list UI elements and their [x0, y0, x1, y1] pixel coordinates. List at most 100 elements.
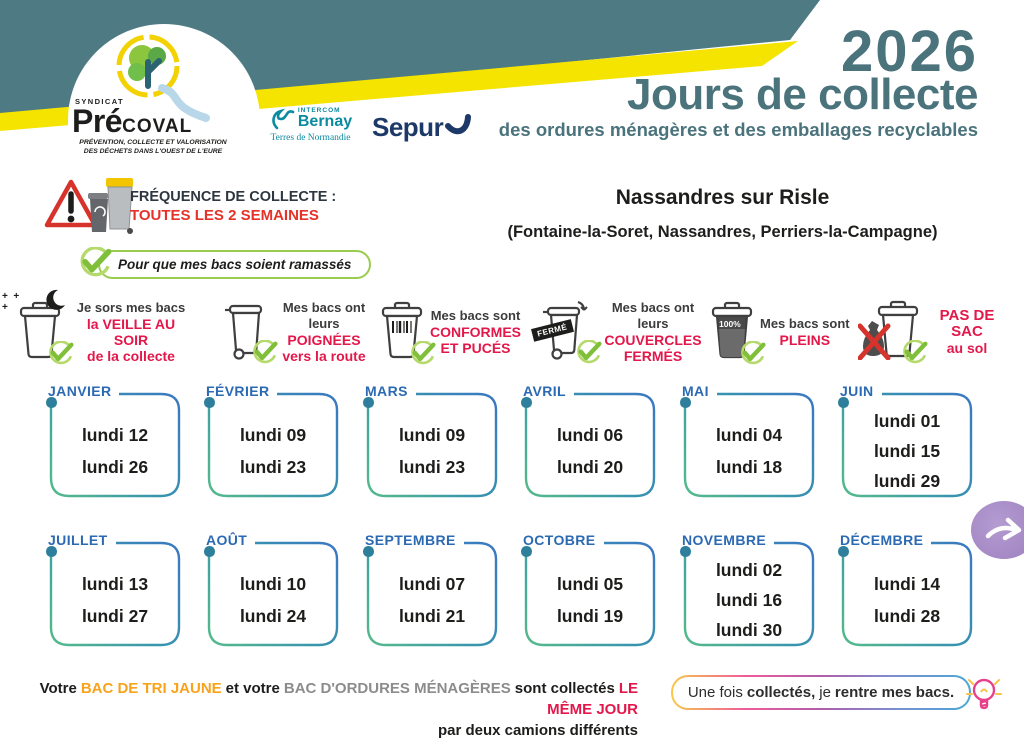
next-page-arrow-button[interactable]	[971, 501, 1024, 559]
month-card-octobre: OCTOBRE lundi 05 lundi 19	[520, 530, 660, 654]
month-name: JUIN	[840, 383, 882, 399]
collection-date: lundi 07	[398, 573, 466, 594]
corner-dot	[838, 397, 849, 408]
collection-date: lundi 04	[715, 424, 783, 445]
month-name: MARS	[365, 383, 416, 399]
collection-date: lundi 24	[239, 605, 307, 626]
month-name: JUILLET	[48, 532, 116, 548]
tip-closed: FERMÉ Mes bacs ont leurs COUVERCLES FERM…	[531, 292, 710, 372]
bin-handle-icon	[222, 300, 278, 365]
collection-date: lundi 30	[715, 619, 783, 640]
corner-dot	[838, 546, 849, 557]
night-bin-icon: + + +	[2, 289, 74, 364]
collection-date: lundi 28	[873, 605, 941, 626]
precoval-wordmark: Précoval	[72, 103, 192, 140]
reminder-pill: Pour que mes bacs soient ramassés	[80, 247, 372, 279]
yellow-bin-label: BAC DE TRI JAUNE	[80, 680, 222, 697]
lightbulb-icon	[966, 678, 1002, 710]
bernay-glyph-icon	[272, 108, 295, 130]
month-card-avril: AVRIL lundi 06 lundi 20	[520, 381, 660, 505]
sepur-logo: Sepur	[372, 112, 472, 143]
brand-rest: coval	[122, 108, 193, 138]
month-card-janvier: JANVIER lundi 12 lundi 26	[45, 381, 185, 505]
month-card-septembre: SEPTEMBRE lundi 07 lundi 21	[362, 530, 502, 654]
household-bin-label: BAC D'ORDURES MÉNAGÈRES	[283, 680, 511, 697]
collection-date: lundi 15	[873, 440, 941, 461]
collection-date: lundi 16	[715, 589, 783, 610]
corner-dot	[521, 546, 532, 557]
tip-night: + + + Je sors mes bacs la VEILLE AU SOIR …	[2, 289, 194, 372]
tip-no-bag: PAS DE SAC au sol	[857, 292, 1008, 372]
collection-date: lundi 01	[873, 410, 941, 431]
collection-date: lundi 19	[556, 605, 624, 626]
syndicat-label: SYNDICAT	[75, 97, 124, 106]
collection-date: lundi 23	[398, 456, 466, 477]
collection-date: lundi 18	[715, 456, 783, 477]
collection-date: lundi 21	[398, 605, 466, 626]
collection-date: lundi 14	[873, 573, 941, 594]
collection-date: lundi 27	[81, 605, 149, 626]
bin-lid-closed-icon: FERMÉ	[531, 300, 602, 365]
reminder-text: Pour que mes bacs soient ramassés	[118, 257, 352, 272]
collection-date: lundi 09	[239, 424, 307, 445]
collection-date: lundi 20	[556, 456, 624, 477]
year-title: 2026	[840, 19, 978, 84]
corner-dot	[46, 546, 57, 557]
month-card-juin: JUIN lundi 01 lundi 15 lundi 29	[837, 381, 977, 505]
month-card-mai: MAI lundi 04 lundi 18	[679, 381, 819, 505]
collection-date: lundi 06	[556, 424, 624, 445]
corner-dot	[363, 397, 374, 408]
frequency-value: TOUTES LES 2 SEMAINES	[130, 207, 319, 224]
collection-date: lundi 12	[81, 424, 149, 445]
bin-full-icon: 100%	[710, 301, 766, 364]
intercom-bernay-logo: INTERCOM Bernay Terres de Normandie	[270, 107, 353, 143]
page-subtitle: des ordures ménagères et des emballages …	[498, 119, 978, 140]
collection-date: lundi 10	[239, 573, 307, 594]
month-card-novembre: NOVEMBRE lundi 02 lundi 16 lundi 30	[679, 530, 819, 654]
collection-date: lundi 02	[715, 559, 783, 580]
precoval-logo-icon	[116, 34, 210, 122]
frequency-block: FRÉQUENCE DE COLLECTE : TOUTES LES 2 SEM…	[130, 189, 336, 224]
corner-dot	[46, 397, 57, 408]
tip-handles: Mes bacs ont leurs POIGNÉES vers la rout…	[222, 292, 374, 372]
frequency-label: FRÉQUENCE DE COLLECTE :	[130, 189, 337, 205]
month-card-decembre: DÉCEMBRE lundi 14 lundi 28	[837, 530, 977, 654]
month-name: DÉCEMBRE	[840, 532, 932, 548]
no-bag-icon	[857, 300, 928, 365]
location-block: Nassandres sur Risle (Fontaine-la-Soret,…	[450, 186, 995, 242]
tip-conform: Mes bacs sont CONFORMES ET PUCÉS	[380, 292, 536, 372]
brand-tagline: PRÉVENTION, COLLECTE ET VALORISATION DES…	[79, 139, 227, 155]
bins-icon	[88, 178, 133, 234]
month-card-fevrier: FÉVRIER lundi 09 lundi 23	[203, 381, 343, 505]
warning-triangle-icon	[44, 179, 98, 228]
footer-note: Votre BAC DE TRI JAUNE et votre BAC D'ORDUR…	[30, 678, 638, 741]
commune-title: Nassandres sur Risle	[615, 186, 830, 209]
collection-date: lundi 23	[239, 456, 307, 477]
sepur-swoosh-icon	[445, 114, 472, 135]
arrow-right-icon	[985, 517, 1022, 541]
month-name: FÉVRIER	[206, 383, 278, 399]
month-name: MAI	[682, 383, 717, 399]
month-name: SEPTEMBRE	[365, 532, 464, 548]
corner-dot	[204, 397, 215, 408]
collection-date: lundi 05	[556, 573, 624, 594]
month-card-mars: MARS lundi 09 lundi 23	[362, 381, 502, 505]
collection-date: lundi 13	[81, 573, 149, 594]
month-card-aout: AOÛT lundi 10 lundi 24	[203, 530, 343, 654]
commune-list: (Fontaine-la-Soret, Nassandres, Perriers…	[507, 223, 938, 241]
corner-dot	[363, 546, 374, 557]
corner-dot	[680, 397, 691, 408]
corner-dot	[680, 546, 691, 557]
bring-bins-back-pill: Une fois collectés, je rentre mes bacs.	[671, 675, 971, 710]
brand-bold: Pré	[72, 103, 123, 139]
month-name: OCTOBRE	[523, 532, 604, 548]
same-day-label: LE MÊME JOUR	[547, 680, 638, 718]
month-name: JANVIER	[48, 383, 120, 399]
month-name: AVRIL	[523, 383, 574, 399]
full-badge: 100%	[719, 318, 741, 329]
title-block: 2026 Jours de collecte des ordures ménag…	[498, 19, 979, 141]
footer-note-line2: par deux camions différents	[437, 722, 638, 739]
corner-dot	[521, 397, 532, 408]
collection-date: lundi 09	[398, 424, 466, 445]
corner-dot	[204, 546, 215, 557]
